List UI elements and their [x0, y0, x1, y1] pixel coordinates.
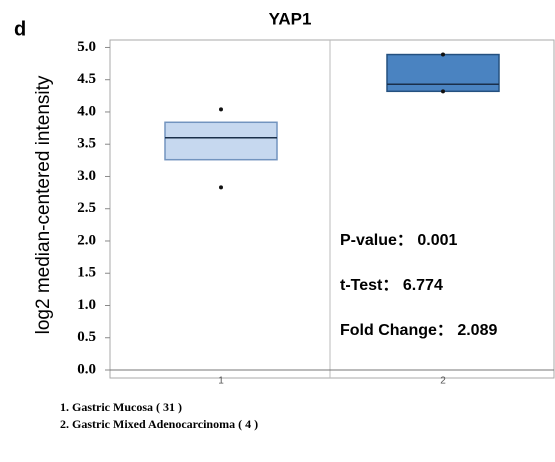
box [164, 121, 278, 161]
legend-item: 2. Gastric Mixed Adenocarcinoma ( 4 ) [60, 417, 258, 431]
y-axis-label: log2 median-centered intensity [33, 75, 54, 334]
x-tick-label: 2 [440, 376, 446, 387]
y-tick-label: 4.5 [77, 71, 96, 87]
min-point [219, 185, 223, 190]
panel-label: d [14, 18, 26, 40]
min-point [441, 89, 445, 94]
y-tick-label: 3.5 [77, 136, 96, 152]
y-tick-label: 0.0 [77, 361, 96, 377]
y-tick-label: 2.5 [77, 200, 96, 216]
annotation: Fold Change： 2.089 [340, 322, 497, 339]
y-tick-label: 5.0 [77, 39, 96, 55]
y-tick-label: 1.5 [77, 265, 96, 281]
annotation: P-value： 0.001 [340, 232, 458, 249]
y-tick-label: 0.5 [77, 329, 96, 345]
y-tick-label: 4.0 [77, 103, 96, 119]
max-point [441, 52, 445, 57]
y-tick-label: 1.0 [77, 297, 96, 313]
annotation: t-Test： 6.774 [340, 277, 443, 294]
chart-title: YAP1 [269, 9, 312, 28]
box [386, 53, 500, 93]
max-point [219, 107, 223, 112]
y-tick-label: 2.0 [77, 232, 96, 248]
x-tick-label: 1 [218, 376, 224, 387]
legend-item: 1. Gastric Mucosa ( 31 ) [60, 400, 182, 414]
y-tick-label: 3.0 [77, 168, 96, 184]
